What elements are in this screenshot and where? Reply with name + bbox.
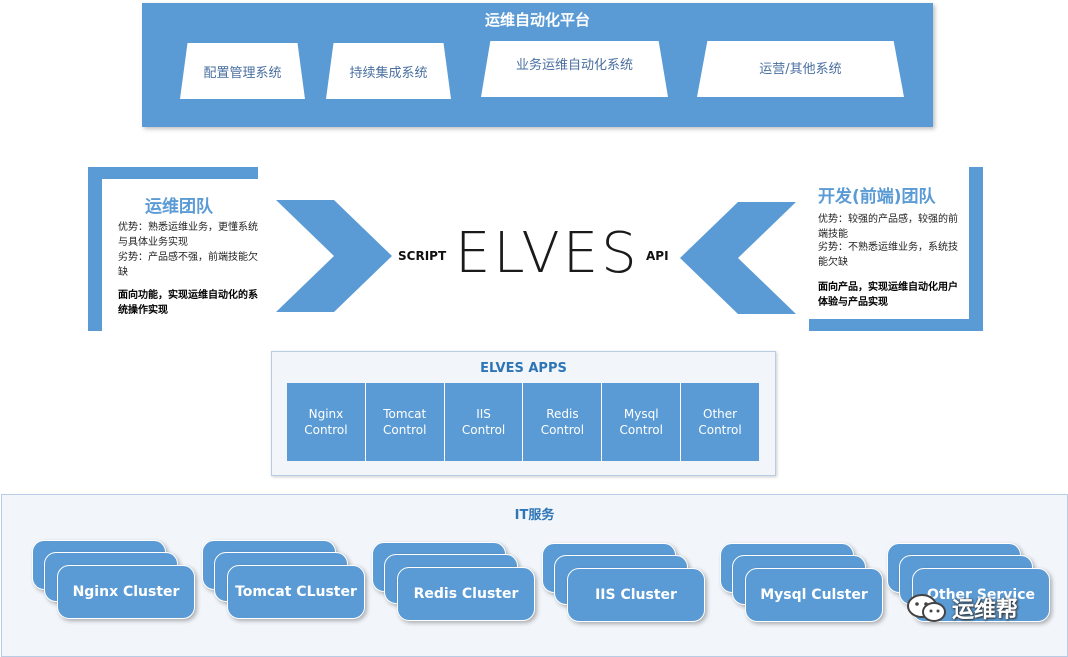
wechat-icon — [907, 594, 946, 622]
platform-title: 运维自动化平台 — [484, 11, 590, 29]
app-name: Nginx — [308, 407, 344, 421]
cluster-label: Other Service — [926, 587, 1036, 603]
system-operations-other[interactable]: 运营/其他系统 — [697, 41, 904, 97]
app-mysql-control[interactable]: Mysql Control — [602, 383, 682, 461]
it-services-title: IT服务 — [514, 508, 555, 523]
left-chevron-icon — [680, 202, 796, 314]
cluster-label: Redis Cluster — [413, 586, 519, 602]
ops-team-focus: 面向功能，实现运维自动化的系统操作实现 — [118, 290, 258, 316]
redis-cluster-card[interactable]: Redis Cluster — [397, 567, 535, 621]
api-label: API — [646, 249, 669, 263]
dev-team-strength: 优势：较强的产品感，较强的前端技能 — [818, 214, 958, 240]
app-suffix: Control — [619, 423, 663, 437]
script-label: SCRIPT — [398, 249, 447, 263]
app-suffix: Control — [383, 423, 427, 437]
system-config-mgmt[interactable]: 配置管理系统 — [180, 43, 305, 99]
app-nginx-control[interactable]: Nginx Control — [287, 383, 366, 461]
watermark-text: 运维帮 — [952, 598, 1019, 623]
iis-cluster-card[interactable]: IIS Cluster — [567, 568, 705, 622]
app-tomcat-control[interactable]: Tomcat Control — [365, 383, 445, 461]
system-label: 业务运维自动化系统 — [515, 57, 633, 73]
watermark: 运维帮 — [906, 592, 1018, 624]
system-ci[interactable]: 持续集成系统 — [326, 43, 451, 99]
apps-row: Nginx Control Tomcat Control IIS Control Re… — [287, 383, 759, 461]
dev-team-focus: 面向产品，实现运维自动化用户体验与产品实现 — [818, 282, 958, 308]
it-services-panel: IT服务 Nginx Cluster Tomcat CLuster Redis … — [1, 494, 1068, 657]
system-ops-automation[interactable]: 业务运维自动化系统 — [481, 41, 668, 97]
dev-team-weakness: 劣势：不熟悉运维业务，系统技能欠缺 — [818, 242, 958, 268]
system-label: 配置管理系统 — [203, 65, 282, 81]
other-service-card[interactable]: Other Service — [912, 568, 1050, 622]
apps-title: ELVES APPS — [480, 361, 567, 376]
system-label: 持续集成系统 — [349, 65, 428, 81]
elves-logo: ELVES — [455, 221, 640, 286]
app-suffix: Control — [540, 423, 585, 437]
app-name: Other — [703, 407, 738, 421]
elves-apps-panel: ELVES APPS Nginx Control Tomcat Control II… — [271, 351, 776, 476]
ops-team-strength: 优势：熟悉运维业务，更懂系统与具体业务实现 — [118, 222, 258, 248]
nginx-cluster-card[interactable]: Nginx Cluster — [57, 565, 195, 619]
app-name: Tomcat — [383, 407, 427, 421]
automation-platform: 运维自动化平台 配置管理系统 持续集成系统 业务运维自动化系统 运营/其他系统 — [142, 3, 933, 127]
system-label: 运营/其他系统 — [759, 61, 842, 77]
app-suffix: Control — [304, 423, 348, 437]
dev-team-title: 开发(前端)团队 — [818, 187, 936, 207]
cluster-label: Nginx Cluster — [72, 584, 180, 600]
ops-team-title: 运维团队 — [145, 197, 213, 217]
ops-team-weakness: 劣势：产品感不强，前端技能欠缺 — [118, 252, 258, 278]
app-suffix: Control — [461, 423, 506, 437]
app-redis-control[interactable]: Redis Control — [523, 383, 603, 461]
app-name: IIS — [476, 407, 491, 421]
app-name: Redis — [546, 407, 579, 421]
right-chevron-icon — [276, 200, 392, 312]
cluster-label: IIS Cluster — [595, 587, 677, 603]
app-name: Mysql — [623, 407, 659, 421]
tomcat-cluster-card[interactable]: Tomcat CLuster — [227, 565, 365, 619]
cluster-label: Tomcat CLuster — [235, 584, 357, 600]
app-iis-control[interactable]: IIS Control — [444, 383, 524, 461]
app-other-control[interactable]: Other Control — [681, 383, 759, 461]
mysql-cluster-card[interactable]: Mysql Culster — [745, 568, 883, 622]
app-suffix: Control — [698, 423, 742, 437]
cluster-label: Mysql Culster — [760, 587, 868, 603]
